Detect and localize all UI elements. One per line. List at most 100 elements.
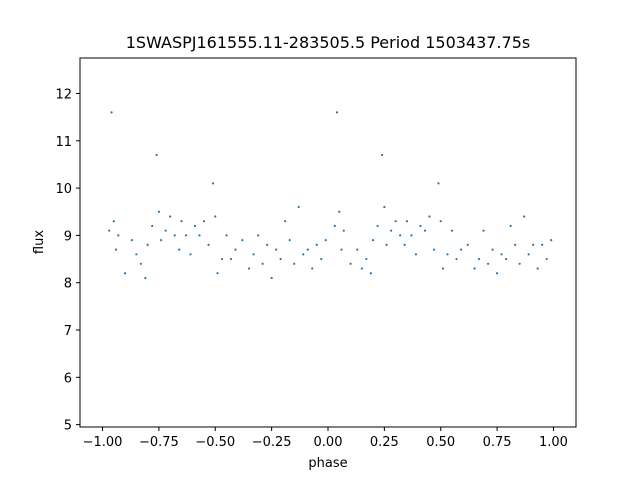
data-point: [108, 229, 111, 232]
data-point: [365, 257, 368, 261]
y-tick-label: 6: [64, 371, 72, 386]
data-point: [536, 267, 539, 270]
data-point: [335, 111, 339, 114]
data-point: [333, 224, 336, 228]
data-point: [112, 220, 115, 223]
data-point: [247, 267, 251, 270]
data-point: [288, 239, 291, 242]
y-tick-label: 7: [64, 324, 72, 339]
data-point: [252, 253, 255, 256]
data-point: [437, 182, 440, 185]
data-point: [541, 243, 544, 246]
data-point: [144, 276, 147, 280]
data-point: [173, 234, 176, 237]
x-tick-label: −0.75: [139, 435, 179, 450]
data-point: [505, 257, 508, 261]
data-point: [381, 153, 384, 157]
data-point: [169, 215, 172, 218]
data-point: [403, 243, 406, 246]
data-point: [214, 215, 217, 218]
data-point: [202, 220, 206, 223]
x-tick-label: 1.00: [539, 435, 568, 450]
data-point: [184, 234, 188, 237]
x-tick-label: 0.75: [483, 435, 512, 450]
data-point: [151, 224, 154, 228]
data-point: [229, 257, 233, 261]
data-point: [234, 248, 237, 251]
x-tick-label: −0.50: [195, 435, 235, 450]
data-point: [261, 262, 264, 265]
data-point: [139, 262, 142, 265]
y-tick-label: 12: [55, 87, 72, 102]
data-point: [320, 257, 323, 261]
data-point: [155, 153, 158, 157]
data-point: [110, 111, 113, 114]
data-point: [342, 229, 345, 232]
x-axis: −1.00 −0.75 −0.50 −0.25 0.00 0.25 0.50 0.75 1.00: [83, 427, 568, 450]
data-point: [518, 262, 521, 265]
y-tick-label: 9: [64, 229, 72, 244]
data-points: [108, 111, 553, 280]
data-point: [293, 262, 296, 265]
data-point: [450, 229, 454, 232]
y-tick-label: 8: [64, 277, 72, 292]
data-point: [130, 239, 133, 242]
data-point: [160, 239, 163, 242]
data-point: [324, 239, 327, 242]
data-point: [356, 248, 359, 251]
x-axis-label: phase: [308, 456, 347, 471]
data-point: [193, 224, 197, 228]
data-point: [338, 210, 341, 213]
data-point: [369, 272, 372, 275]
data-point: [376, 224, 379, 228]
data-point: [180, 220, 183, 223]
data-point: [146, 243, 149, 246]
data-point: [114, 248, 118, 251]
data-point: [486, 262, 490, 265]
data-point: [410, 234, 413, 237]
y-axis: 5 6 7 8 9 10 11 12: [55, 87, 80, 434]
data-point: [414, 253, 418, 256]
data-point: [482, 229, 485, 232]
data-point: [455, 257, 458, 261]
data-point: [371, 239, 375, 242]
data-point: [360, 267, 363, 270]
data-point: [428, 215, 431, 218]
data-point: [157, 210, 161, 213]
data-point: [383, 205, 386, 209]
data-point: [211, 182, 215, 185]
data-point: [266, 243, 269, 246]
data-point: [523, 215, 526, 218]
data-point: [311, 267, 314, 270]
data-point: [164, 229, 167, 232]
data-point: [423, 229, 427, 232]
data-point: [385, 243, 388, 246]
data-point: [419, 224, 422, 228]
data-point: [297, 205, 300, 209]
data-point: [284, 220, 287, 223]
x-tick-label: 0.25: [370, 435, 399, 450]
data-point: [270, 276, 273, 280]
data-point: [399, 234, 402, 237]
data-point: [550, 239, 553, 242]
y-tick-label: 11: [55, 135, 72, 150]
data-point: [390, 229, 393, 232]
data-point: [545, 257, 548, 261]
data-point: [220, 257, 224, 261]
data-point: [394, 220, 397, 223]
data-point: [340, 248, 343, 251]
x-tick-label: −1.00: [83, 435, 123, 450]
data-point: [495, 272, 499, 275]
data-point: [473, 267, 476, 270]
data-point: [532, 243, 535, 246]
data-point: [500, 253, 503, 256]
data-point: [527, 253, 530, 256]
data-point: [275, 248, 278, 251]
data-point: [514, 243, 517, 246]
data-point: [459, 248, 463, 251]
data-point: [509, 224, 512, 228]
data-point: [446, 253, 449, 256]
data-point: [441, 267, 445, 270]
